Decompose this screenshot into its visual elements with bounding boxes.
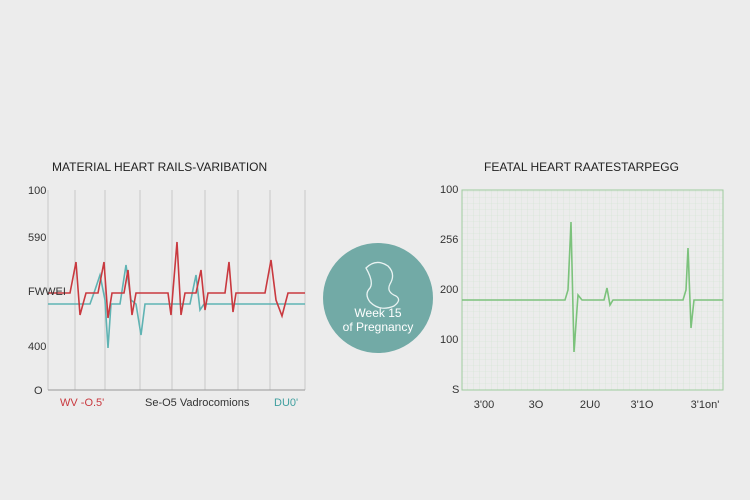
left-x-label: Se-O5 Vadrocomions (145, 397, 250, 409)
left-y-label: 400 (28, 341, 46, 353)
green-wave (462, 221, 723, 353)
left-y-label: 100 (28, 185, 46, 197)
left-grid (47, 190, 306, 391)
left-x-label: DU0' (274, 397, 298, 409)
left-x-label: WV -O.5' (60, 397, 104, 409)
right-grid (461, 189, 724, 391)
right-y-label: 256 (440, 234, 458, 246)
right-x-label: 3'1O (631, 399, 654, 411)
right-y-label: 100 (440, 334, 458, 346)
badge (323, 243, 433, 353)
right-x-label: 2U0 (580, 399, 600, 411)
badge-text: of Pregnancy (343, 320, 414, 334)
right-x-label: 3'00 (474, 399, 494, 411)
left-title: MATERIAL HEART RAILS-VARIBATION (52, 160, 267, 174)
left-y-label: FWWEI (28, 286, 66, 298)
right-x-label: 3'1on' (691, 399, 720, 411)
left-y-label: O (34, 385, 43, 397)
right-y-label: 100 (440, 184, 458, 196)
left-y-label: 590 (28, 232, 46, 244)
right-y-label: 200 (440, 284, 458, 296)
baby-icon (365, 261, 400, 309)
red-wave (48, 241, 305, 319)
right-y-label: S (452, 384, 459, 396)
badge-text: Week 15 (354, 306, 401, 320)
right-x-label: 3O (529, 399, 544, 411)
right-title: FEATAL HEART RAATESTARPEGG (484, 160, 679, 174)
